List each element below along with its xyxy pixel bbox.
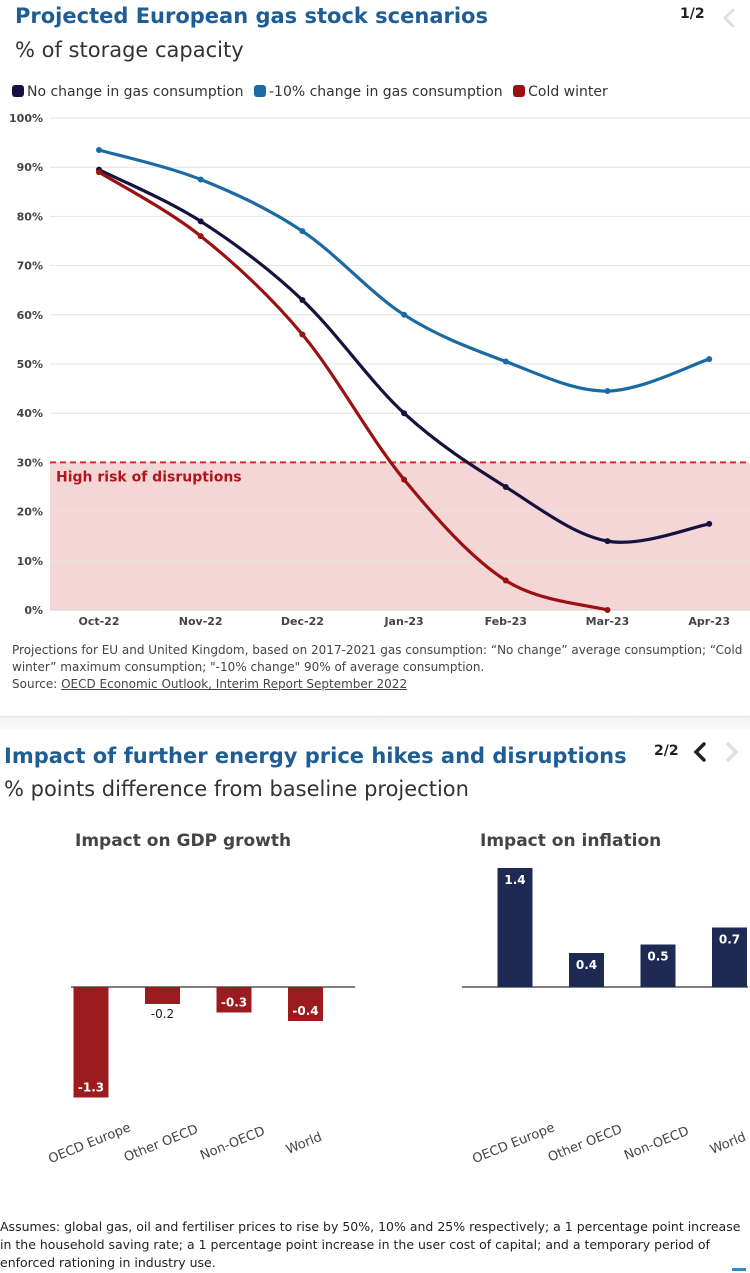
data-point-minus10 xyxy=(96,146,102,153)
panel-separator xyxy=(0,716,750,729)
data-label: 0.7 xyxy=(719,933,740,947)
data-point-no_change xyxy=(502,484,509,490)
category-label: OECD Europe xyxy=(470,1120,557,1167)
bar xyxy=(712,927,747,987)
x-tick-label: Apr-23 xyxy=(688,615,730,628)
data-label: -0.3 xyxy=(221,996,247,1010)
data-label: 0.4 xyxy=(576,958,597,972)
data-label: 1.4 xyxy=(504,873,525,887)
series-line-minus10 xyxy=(97,148,711,393)
risk-zone-label: High risk of disruptions xyxy=(56,469,242,485)
category-label: World xyxy=(708,1130,748,1158)
data-label: -1.3 xyxy=(78,1081,104,1095)
chevron-right-icon[interactable] xyxy=(719,740,743,764)
source-link[interactable]: OECD Economic Outlook, Interim Report Se… xyxy=(61,677,408,691)
risk-zone xyxy=(50,462,750,610)
inflation-chart-title: Impact on inflation xyxy=(480,831,662,851)
bar xyxy=(640,944,676,987)
chart-title: Projected European gas stock scenarios xyxy=(15,4,488,28)
data-label: 0.5 xyxy=(647,950,668,964)
bar xyxy=(288,987,323,1021)
chart-legend: No change in gas consumption -10% change… xyxy=(12,84,614,100)
legend-swatch xyxy=(253,85,266,97)
data-point-minus10 xyxy=(197,176,204,183)
legend-swatch xyxy=(513,85,526,97)
chart-note: Projections for EU and United Kingdom, b… xyxy=(12,643,743,691)
x-tick-label: Feb-23 xyxy=(485,615,527,628)
legend-item-minus10[interactable]: -10% change in gas consumption xyxy=(253,84,503,100)
category-label: Non-OECD xyxy=(198,1124,267,1164)
category-label: World xyxy=(284,1130,324,1158)
scroll-indicator[interactable] xyxy=(732,1268,746,1271)
data-point-no_change xyxy=(706,520,713,527)
x-tick-label: Nov-22 xyxy=(179,615,223,628)
data-point-cold xyxy=(96,169,102,176)
bar xyxy=(497,868,533,987)
data-point-cold xyxy=(604,607,611,613)
data-point-cold xyxy=(197,233,204,240)
data-point-no_change xyxy=(401,410,408,417)
data-point-no_change xyxy=(197,218,204,225)
x-tick-label: Mar-23 xyxy=(586,615,630,628)
impact-bar-charts: -1.3 OECD Europe -0.2 Other OECD -0.3 Non-OEC… xyxy=(46,868,748,1167)
y-tick-label: 40% xyxy=(17,407,43,420)
chevron-left-icon[interactable] xyxy=(718,6,742,30)
chevron-left-icon[interactable] xyxy=(689,740,713,764)
data-label: -0.4 xyxy=(292,1004,318,1018)
data-point-minus10 xyxy=(299,228,306,235)
impact-panel: Impact of further energy price hikes and… xyxy=(0,727,750,1273)
bar xyxy=(73,987,109,1098)
footnote: Assumes: global gas, oil and fertiliser … xyxy=(0,1219,741,1270)
category-label: Other OECD xyxy=(546,1122,624,1165)
data-point-cold xyxy=(401,476,408,483)
y-tick-label: 80% xyxy=(17,210,43,223)
gas-stock-panel: Projected European gas stock scenarios %… xyxy=(9,4,750,691)
y-tick-label: 90% xyxy=(17,161,43,174)
data-point-cold xyxy=(299,331,306,338)
y-tick-label: 60% xyxy=(17,309,43,322)
data-point-cold xyxy=(502,577,509,584)
bar xyxy=(145,987,180,1004)
gdp-chart-title: Impact on GDP growth xyxy=(75,831,292,851)
chart-subtitle: % points difference from baseline projec… xyxy=(4,777,469,801)
data-point-no_change xyxy=(299,297,306,304)
y-tick-label: 100% xyxy=(9,112,43,125)
data-point-no_change xyxy=(604,538,611,545)
category-label: OECD Europe xyxy=(46,1120,133,1167)
page-indicator: 1/2 xyxy=(680,6,705,22)
bar xyxy=(216,987,252,1013)
category-label: Other OECD xyxy=(122,1122,200,1165)
x-tick-label: Dec-22 xyxy=(281,615,324,628)
data-point-minus10 xyxy=(706,356,713,363)
data-label: -0.2 xyxy=(151,1007,174,1021)
category-label: Non-OECD xyxy=(622,1124,691,1164)
y-tick-label: 70% xyxy=(17,260,43,273)
x-tick-label: Jan-23 xyxy=(383,615,423,628)
y-tick-label: 30% xyxy=(17,456,43,469)
gas-stock-line-chart: 0% 10% 20% 30% 40% 50% 60% 70% 80% 90% 100% High ri… xyxy=(9,112,750,628)
legend-item-no-change[interactable]: No change in gas consumption xyxy=(12,84,244,100)
legend-swatch xyxy=(12,85,24,97)
data-point-minus10 xyxy=(401,311,408,318)
y-tick-label: 20% xyxy=(17,506,43,519)
legend-item-cold-winter[interactable]: Cold winter xyxy=(513,84,608,100)
data-point-minus10 xyxy=(604,388,611,395)
bar xyxy=(569,953,604,987)
y-tick-label: 50% xyxy=(17,358,43,371)
chart-subtitle: % of storage capacity xyxy=(15,38,244,62)
page-indicator: 2/2 xyxy=(654,743,679,759)
x-tick-label: Oct-22 xyxy=(78,615,119,628)
y-tick-label: 0% xyxy=(24,604,43,617)
chart-title: Impact of further energy price hikes and… xyxy=(4,744,627,768)
data-point-minus10 xyxy=(502,358,509,365)
y-tick-label: 10% xyxy=(17,555,43,568)
